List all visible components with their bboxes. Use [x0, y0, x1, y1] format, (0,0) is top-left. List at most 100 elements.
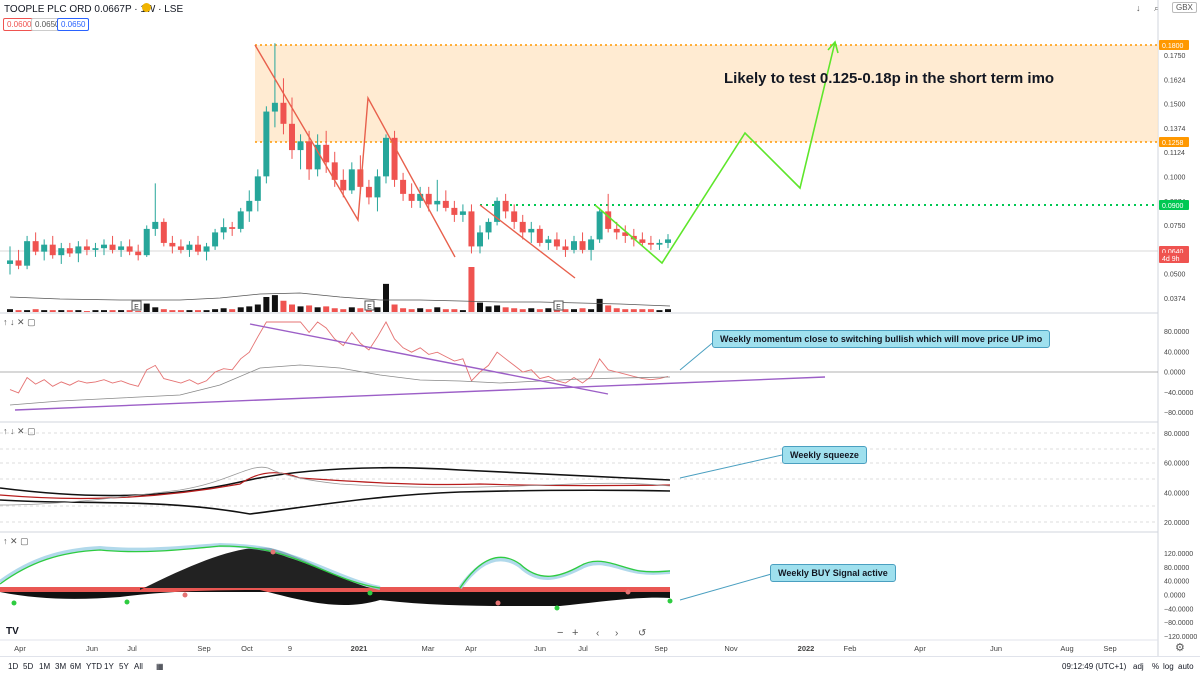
volume-bar	[220, 308, 227, 312]
volume-bar	[263, 297, 270, 312]
reset-icon[interactable]: ↺	[638, 628, 646, 639]
volume-bar	[186, 310, 193, 312]
time-tick: 2022	[798, 644, 815, 653]
volume-bar	[109, 310, 116, 312]
move-down-icon[interactable]: ↓	[10, 317, 15, 327]
maximize-icon[interactable]: ▢	[27, 317, 36, 327]
chart-canvas[interactable]: E E E 0.1750 0.1624 0.1500 0.1374 0.1124 0.10…	[0, 0, 1200, 656]
candle-body	[109, 244, 116, 250]
move-up-icon[interactable]: ↑	[3, 536, 8, 546]
candle-body	[92, 248, 99, 250]
time-axis[interactable]: Apr Jun Jul Sep Oct 9 2021 Mar Apr Jun Jul Sep Nov 20…	[14, 644, 1117, 653]
candle-body	[519, 221, 526, 233]
candle-body	[49, 244, 56, 256]
candle-body	[323, 144, 330, 163]
pane-tools-momentum[interactable]: ↑ ↓ ✕ ▢	[3, 317, 36, 328]
signal-tick: 0.0000	[1164, 593, 1186, 600]
candle-body	[459, 211, 466, 215]
settings-gear-icon[interactable]: ⚙	[1175, 642, 1185, 654]
volume-bar	[126, 310, 133, 312]
candle-body	[195, 244, 201, 252]
momentum-callout-pointer	[679, 339, 717, 371]
scroll-right-icon[interactable]: ›	[615, 628, 618, 639]
volume-bar	[365, 309, 372, 312]
volume-bar	[408, 309, 415, 312]
earnings-marker-3[interactable]	[553, 300, 564, 311]
move-down-icon[interactable]: ↓	[10, 426, 15, 436]
time-tick: Jun	[86, 644, 98, 653]
volume-bar	[511, 308, 518, 312]
volume-bar	[169, 310, 176, 312]
zoom-in-icon[interactable]: +	[572, 627, 578, 639]
range-5y[interactable]: 5Y	[119, 662, 129, 671]
earnings-markers: E E E	[131, 300, 564, 311]
squeeze-callout-pointer	[679, 454, 783, 479]
auto-toggle[interactable]: auto	[1178, 662, 1194, 671]
range-all[interactable]: All	[134, 662, 143, 671]
log-toggle[interactable]: log	[1163, 662, 1174, 671]
maximize-icon[interactable]: ▢	[20, 536, 29, 546]
volume-bar	[357, 308, 364, 312]
volume-bar	[477, 302, 483, 312]
volume-bar	[665, 309, 671, 312]
pane-tools-squeeze[interactable]: ↑ ↓ ✕ ▢	[3, 426, 36, 437]
pane-tools-signal[interactable]: ↑ ✕ ▢	[3, 536, 29, 547]
volume-bar	[434, 307, 441, 312]
volume-bar	[605, 305, 612, 312]
close-icon[interactable]: ✕	[17, 426, 25, 436]
candle-body	[32, 241, 39, 252]
date-range-icon[interactable]: ▦	[156, 662, 164, 671]
volume-bar	[639, 309, 646, 312]
candle-body	[126, 246, 133, 252]
time-tick: Sep	[1103, 644, 1116, 653]
earnings-marker-1[interactable]	[131, 300, 142, 311]
move-up-icon[interactable]: ↑	[3, 426, 8, 436]
candle-body	[665, 239, 671, 243]
volume-bar	[212, 309, 219, 312]
volume-bar	[588, 309, 595, 312]
time-tick: Aug	[1060, 644, 1073, 653]
range-3m[interactable]: 3M	[55, 662, 67, 671]
clock[interactable]: 09:12:49 (UTC+1)	[1062, 662, 1127, 671]
search-icon[interactable]: ⌕	[1154, 3, 1160, 13]
signal-cloud-upper	[0, 542, 381, 590]
time-tick: Apr	[14, 644, 26, 653]
volume-bar	[383, 283, 389, 312]
signal-positive-area	[140, 547, 370, 590]
volume-bar	[613, 308, 620, 312]
candle-body	[177, 246, 184, 250]
earnings-marker-2[interactable]	[364, 300, 375, 311]
percent-toggle[interactable]: %	[1152, 662, 1160, 671]
currency-badge[interactable]: GBX	[1172, 2, 1197, 13]
volume-bar	[32, 309, 39, 312]
zoom-out-icon[interactable]: −	[557, 627, 563, 639]
scroll-left-icon[interactable]: ‹	[596, 628, 599, 639]
chart-navigation[interactable]: − + ‹ › ↺	[557, 627, 646, 639]
close-icon[interactable]: ✕	[10, 536, 18, 546]
candle-body	[83, 246, 90, 250]
maximize-icon[interactable]: ▢	[27, 426, 36, 436]
range-1d[interactable]: 1D	[8, 662, 19, 671]
scroll-down-icon[interactable]: ↓	[1136, 3, 1141, 13]
range-1y[interactable]: 1Y	[104, 662, 114, 671]
candle-body	[254, 176, 261, 201]
move-up-icon[interactable]: ↑	[3, 317, 8, 327]
price-tick: 0.1000	[1164, 175, 1186, 182]
volume-bar	[49, 310, 56, 312]
range-ytd[interactable]: YTD	[86, 662, 102, 671]
volume-bar	[374, 307, 381, 312]
adj-toggle[interactable]: adj	[1133, 662, 1144, 671]
volume-bar	[400, 308, 407, 312]
price-axis[interactable]: 0.17500.16240.15000.13740.11240.10000.08…	[1164, 53, 1186, 303]
earnings-label-3: E	[556, 304, 561, 311]
range-6m[interactable]: 6M	[70, 662, 82, 671]
symbol-title[interactable]: TOOPLE PLC ORD 0.0667P · 1W · LSE	[4, 4, 184, 15]
candle-body	[348, 169, 355, 191]
candle-body	[160, 221, 167, 243]
volume-bar	[7, 309, 13, 312]
range-1m[interactable]: 1M	[39, 662, 51, 671]
close-icon[interactable]: ✕	[17, 317, 25, 327]
range-5d[interactable]: 5D	[23, 662, 34, 671]
price-badge	[1159, 253, 1189, 263]
candle-body	[169, 242, 176, 247]
